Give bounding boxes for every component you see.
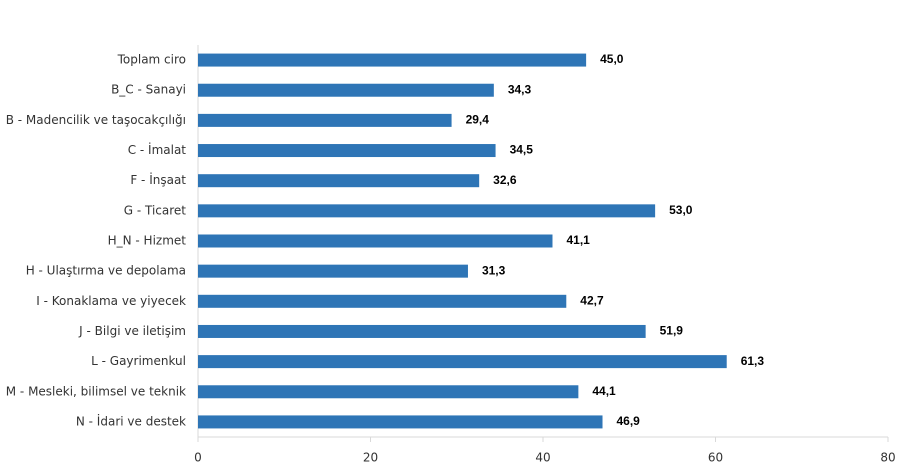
bar	[198, 53, 587, 67]
y-tick-label: M - Mesleki, bilimsel ve teknik	[6, 384, 186, 398]
value-label: 51,9	[660, 324, 684, 338]
bar	[198, 324, 646, 338]
bar	[198, 355, 727, 369]
x-tick-label: 60	[708, 451, 723, 465]
y-tick-label: N - İdari ve destek	[76, 413, 186, 428]
value-label: 41,1	[566, 233, 590, 247]
y-tick-label: B_C - Sanayi	[111, 83, 186, 97]
x-tick-label: 20	[363, 451, 378, 465]
value-label: 32,6	[493, 173, 517, 187]
value-label: 45,0	[600, 52, 624, 66]
bar	[198, 415, 603, 429]
y-tick-label: H_N - Hizmet	[108, 234, 187, 248]
value-label: 53,0	[669, 203, 693, 217]
y-tick-label: C - İmalat	[128, 142, 187, 157]
x-tick-label: 0	[194, 451, 202, 465]
bar	[198, 234, 553, 248]
value-label: 34,3	[508, 82, 532, 96]
value-label: 42,7	[580, 293, 604, 307]
y-tick-label: Toplam ciro	[117, 53, 186, 67]
bar	[198, 204, 656, 218]
value-label: 29,4	[466, 113, 490, 127]
y-tick-label: I - Konaklama ve yiyecek	[36, 294, 186, 308]
y-tick-label: F - İnşaat	[130, 172, 186, 187]
y-tick-label: H - Ulaştırma ve depolama	[26, 264, 186, 278]
value-label: 61,3	[741, 354, 765, 368]
y-tick-label: L - Gayrimenkul	[91, 354, 186, 368]
y-tick-label: G - Ticaret	[124, 203, 187, 217]
x-tick-label: 80	[880, 451, 895, 465]
bar	[198, 264, 468, 278]
value-label: 34,5	[510, 143, 534, 157]
x-tick-label: 40	[535, 451, 550, 465]
bar	[198, 113, 452, 127]
bar	[198, 144, 496, 158]
bar	[198, 385, 579, 399]
bar	[198, 174, 480, 188]
y-tick-label: B - Madencilik ve taşocakçılığı	[6, 113, 186, 127]
bar	[198, 83, 494, 97]
value-label: 31,3	[482, 263, 506, 277]
value-label: 46,9	[617, 414, 641, 428]
bar	[198, 294, 567, 308]
y-tick-label: J - Bilgi ve iletişim	[78, 324, 186, 338]
value-label: 44,1	[592, 384, 616, 398]
